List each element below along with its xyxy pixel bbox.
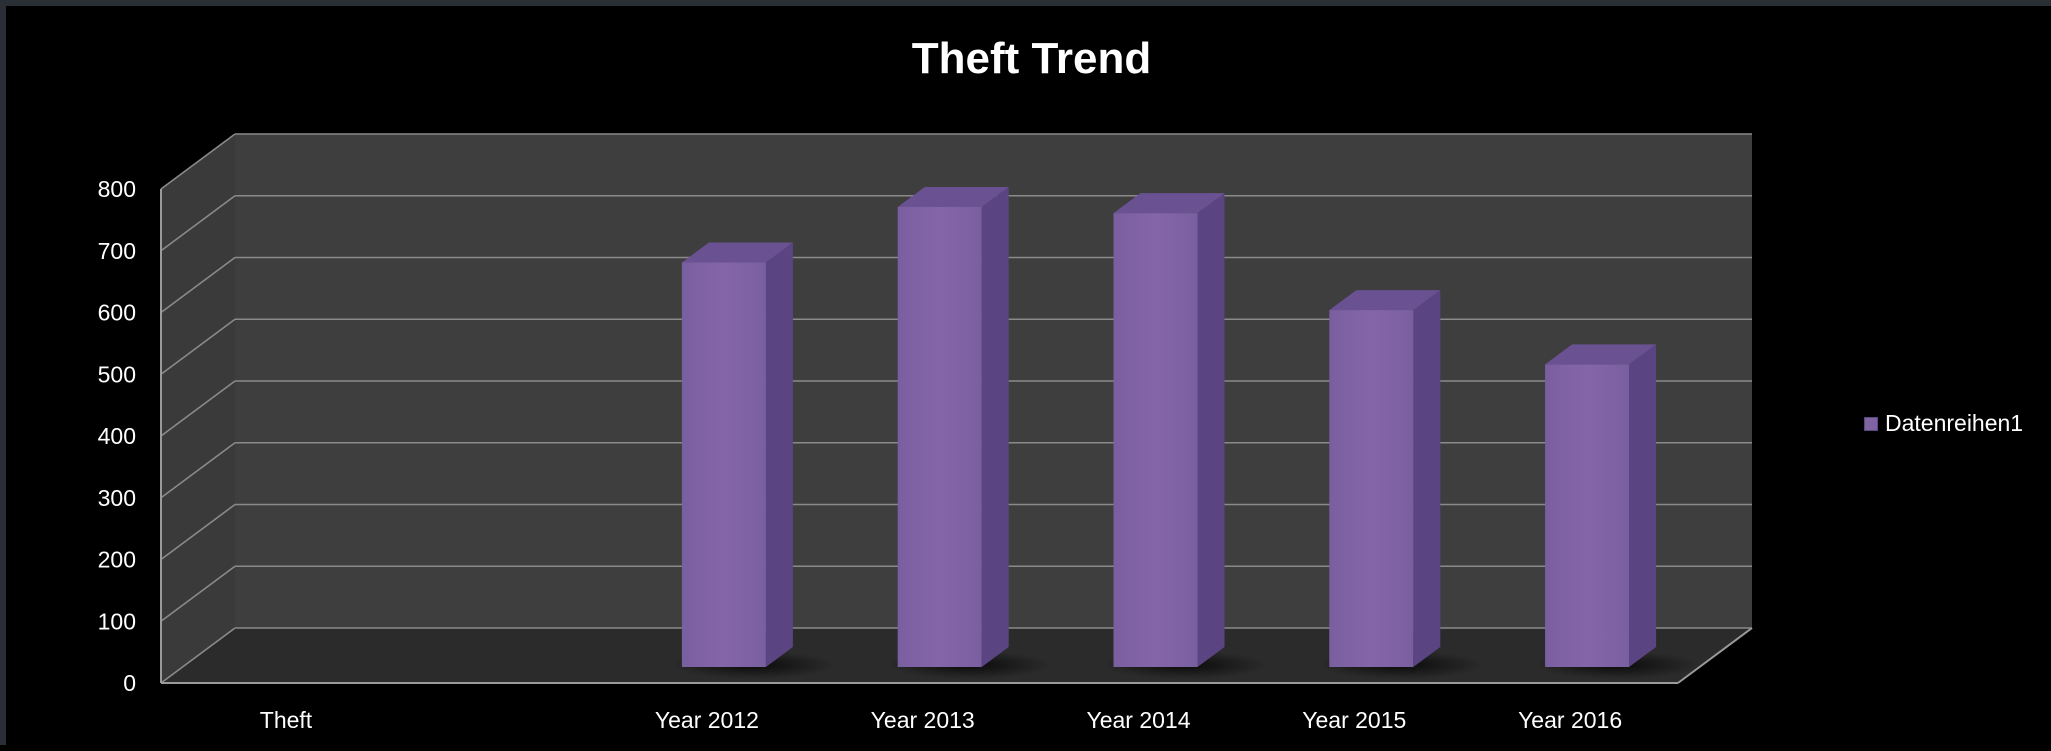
x-tick-label: Year 2012	[655, 707, 759, 733]
bar-top	[1545, 344, 1657, 365]
x-tick-label: Theft	[260, 707, 313, 733]
gridline-side-700	[160, 195, 236, 252]
x-tick-label: Year 2016	[1518, 707, 1622, 733]
y-tick-label: 200	[98, 547, 136, 573]
axes	[160, 189, 1753, 684]
bar	[887, 186, 1052, 679]
floor-edge-line	[1677, 627, 1753, 684]
bar-side	[1629, 344, 1657, 667]
x-tick-label: Year 2015	[1302, 707, 1406, 733]
y-tick-label: 300	[98, 485, 136, 511]
bar-front	[897, 206, 982, 667]
y-tick-label: 100	[98, 608, 136, 634]
legend-swatch	[1864, 416, 1878, 431]
y-tick-label: 400	[98, 423, 136, 449]
gridline-side-100	[160, 565, 236, 622]
y-tick-label: 0	[123, 670, 136, 696]
gridline-side-200	[160, 503, 236, 561]
x-tick-label: Year 2013	[871, 707, 975, 733]
bar	[1103, 193, 1268, 679]
x-axis-ticks: Theft Year 2012 Year 2013 Year 2014 Year 201…	[260, 707, 1622, 733]
x-tick-label: Year 2014	[1086, 707, 1190, 733]
bars	[671, 186, 1700, 679]
bar-side	[981, 186, 1009, 667]
bar-side	[1413, 290, 1441, 667]
bar-side	[765, 242, 793, 667]
bar-front	[681, 262, 766, 667]
bar-front	[1329, 310, 1414, 667]
y-axis-ticks: 0 100 200 300 400 500 600 700 800	[98, 176, 136, 696]
y-tick-label: 800	[98, 176, 136, 202]
bar-front	[1113, 213, 1198, 667]
y-tick-label: 600	[98, 300, 136, 326]
bar-top	[681, 242, 793, 263]
bar-front	[1545, 364, 1630, 667]
bar	[1535, 344, 1700, 679]
bar-top	[897, 186, 1009, 207]
y-tick-label: 700	[98, 238, 136, 264]
gridline-side-800	[160, 133, 236, 190]
y-tick-label: 500	[98, 361, 136, 387]
gridline-side-600	[160, 256, 236, 314]
bar-side	[1197, 193, 1225, 667]
gridline-side-400	[160, 380, 236, 437]
legend: Datenreihen1	[1864, 410, 2023, 437]
gridline-side-0	[160, 627, 236, 684]
chart-title: Theft Trend	[911, 34, 1152, 83]
bar-top	[1113, 193, 1225, 214]
bar	[671, 242, 836, 679]
legend-label: Datenreihen1	[1885, 410, 2024, 436]
bar-top	[1329, 290, 1441, 311]
gridline-side-500	[160, 318, 236, 375]
gridline-side-300	[160, 442, 236, 499]
theft-trend-chart: 0 100 200 300 400 500 600 700 800 Theft Year 2012…	[98, 133, 1753, 733]
bar	[1319, 290, 1484, 679]
